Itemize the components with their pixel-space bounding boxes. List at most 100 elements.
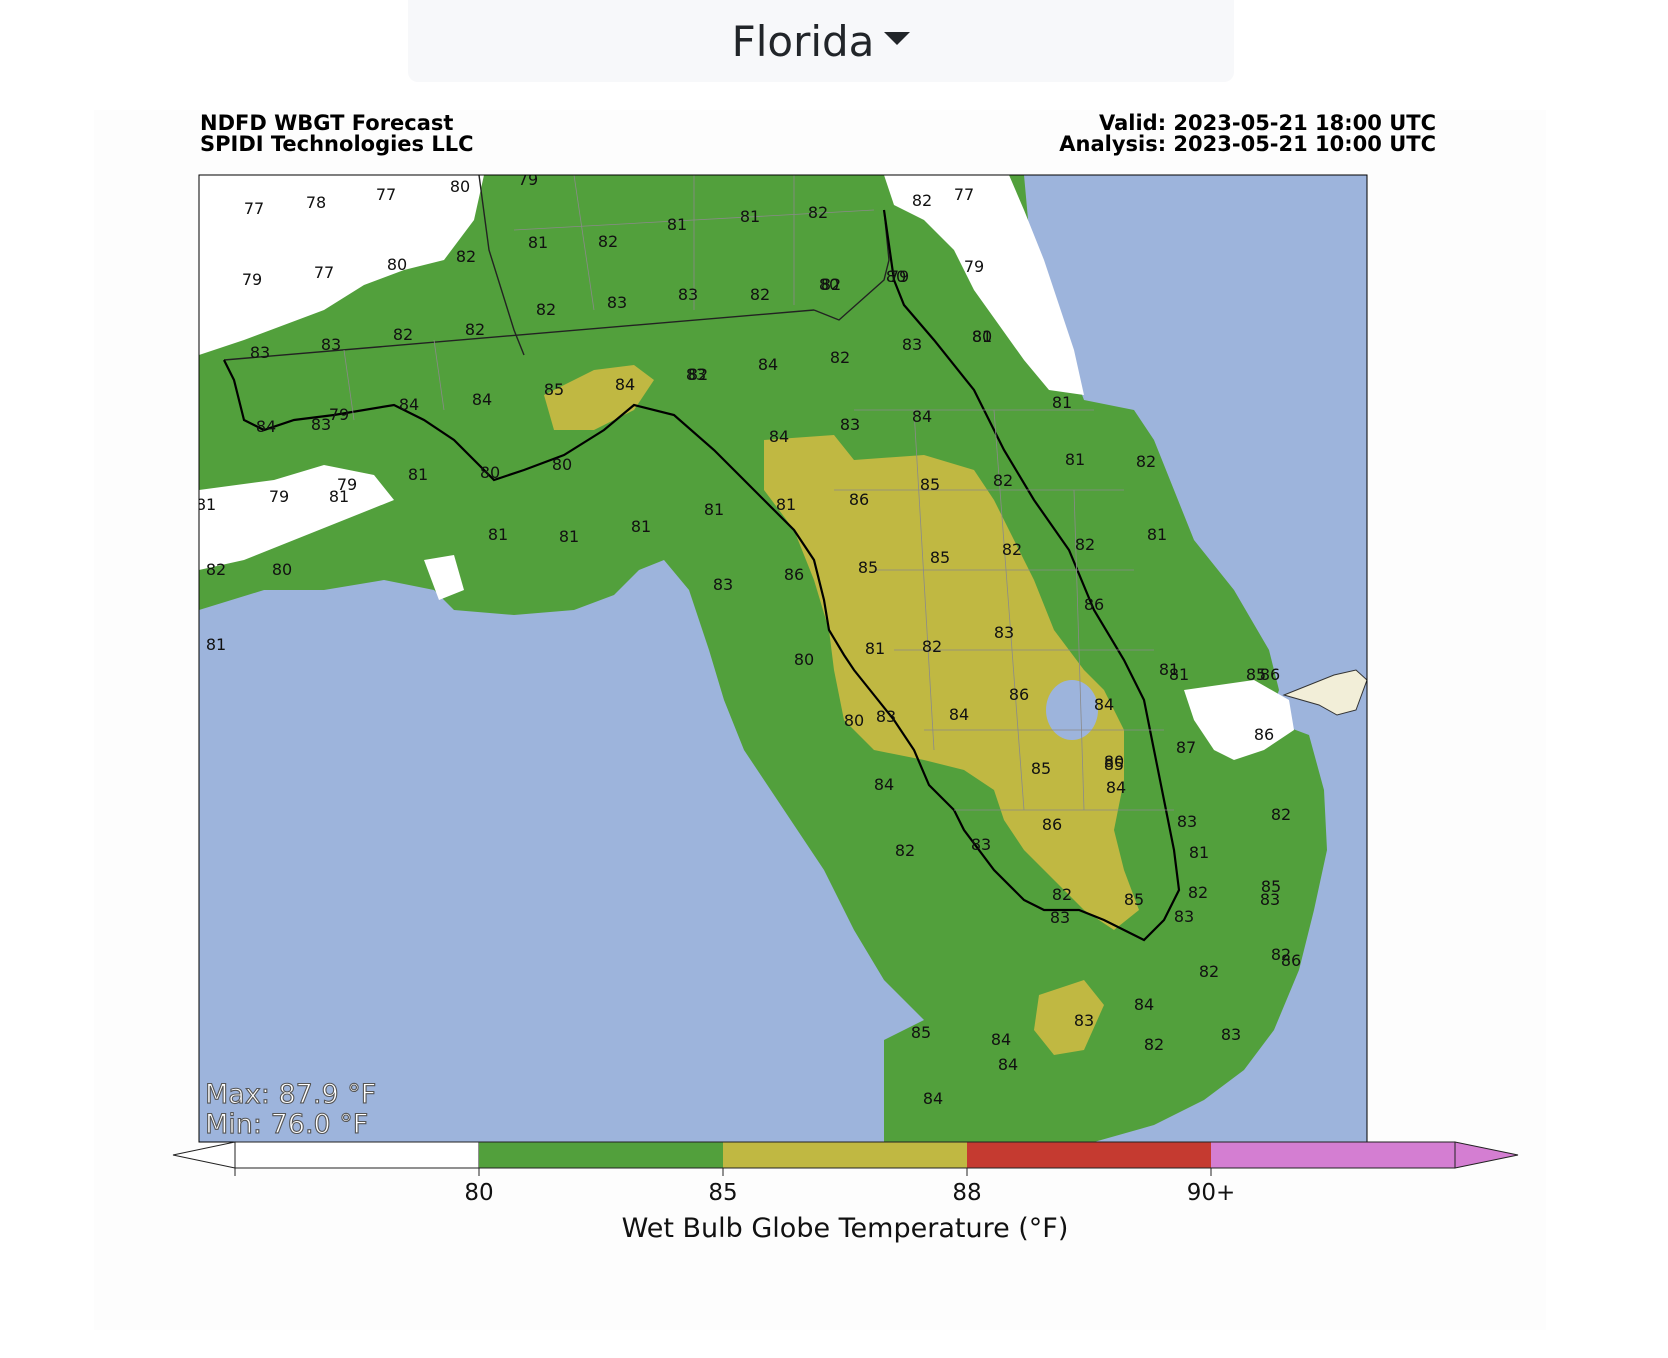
map-value-label: 85 — [1124, 890, 1144, 909]
map-value-label: 85 — [911, 1023, 931, 1042]
map-value-label: 83 — [311, 415, 331, 434]
map-value-label: 85 — [920, 475, 940, 494]
map-value-label: 82 — [912, 191, 932, 210]
map-value-label: 84 — [1094, 695, 1114, 714]
map-value-label: 86 — [1042, 815, 1062, 834]
colorbar: 80 85 88 90+ Wet Bulb Globe Temperature … — [172, 1141, 1519, 1244]
map-value-label: 80 — [819, 275, 839, 294]
map-value-label: 84 — [991, 1030, 1011, 1049]
colorbar-tick: 80 — [464, 1180, 493, 1206]
map-value-label: 86 — [849, 490, 869, 509]
map-value-label: 81 — [1159, 660, 1179, 679]
map-value-label: 82 — [750, 285, 770, 304]
yellow-patch-south — [1034, 980, 1104, 1055]
map-value-label: 84 — [1106, 778, 1126, 797]
map-value-label: 86 — [1260, 665, 1280, 684]
map-value-label: 79 — [964, 257, 984, 276]
map-value-label: 85 — [1031, 759, 1051, 778]
map-value-label: 81 — [667, 215, 687, 234]
colorbar-extend-high — [1454, 1141, 1519, 1169]
stat-max: Max: 87.9 °F — [205, 1079, 376, 1110]
map-value-label: 81 — [631, 517, 651, 536]
map-value-label: 82 — [1075, 535, 1095, 554]
map-value-label: 79 — [329, 405, 349, 424]
map-value-label: 86 — [784, 565, 804, 584]
state-border-ga-al — [478, 175, 525, 356]
map-value-label: 82 — [1052, 885, 1072, 904]
map-value-label: 83 — [321, 335, 341, 354]
region-selector[interactable]: Florida — [408, 0, 1234, 82]
state-border-ga-fl — [813, 209, 890, 321]
map-value-label: 82 — [1188, 883, 1208, 902]
map-value-label: 81 — [488, 525, 508, 544]
map-value-label: 84 — [256, 417, 276, 436]
map-value-label: 82 — [1199, 962, 1219, 981]
map-value-label: 81 — [196, 495, 216, 514]
colorbar-label: Wet Bulb Globe Temperature (°F) — [622, 1213, 1069, 1244]
map-value-label: 81 — [776, 495, 796, 514]
map-value-label: 83 — [1074, 1011, 1094, 1030]
map-value-label: 77 — [244, 199, 264, 218]
white-zone-east — [1184, 680, 1294, 760]
map-value-label: 80 — [1104, 752, 1124, 771]
map-value-label: 83 — [686, 365, 706, 384]
white-zone-west — [424, 555, 464, 600]
map-value-label: 81 — [528, 233, 548, 252]
map-value-label: 81 — [865, 639, 885, 658]
map-value-label: 86 — [1009, 685, 1029, 704]
map-value-label: 84 — [615, 375, 635, 394]
map-value-label: 83 — [1260, 890, 1280, 909]
map-value-label: 80 — [886, 267, 906, 286]
map-value-label: 86 — [1084, 595, 1104, 614]
map-value-label: 82 — [1136, 452, 1156, 471]
colorbar-tick: 90+ — [1187, 1180, 1236, 1206]
map-value-label: 81 — [704, 500, 724, 519]
map-value-label: 84 — [769, 427, 789, 446]
map-value-label: 85 — [858, 558, 878, 577]
map-value-label: 81 — [740, 207, 760, 226]
map-value-label: 82 — [536, 300, 556, 319]
colorbar-below-80 — [234, 1141, 480, 1169]
map-value-label: 80 — [480, 463, 500, 482]
map-value-label: 82 — [895, 841, 915, 860]
map-value-label: 81 — [972, 327, 992, 346]
map-value-label: 84 — [472, 390, 492, 409]
colorbar-tick: 85 — [708, 1180, 737, 1206]
map-value-label: 82 — [1271, 945, 1291, 964]
figure-subtitle: SPIDI Technologies LLC — [200, 132, 474, 156]
map-value-label: 80 — [552, 455, 572, 474]
map-value-label: 84 — [874, 775, 894, 794]
map-value-label: 82 — [922, 637, 942, 656]
map-value-label: 84 — [1134, 995, 1154, 1014]
map-value-label: 83 — [902, 335, 922, 354]
map-value-label: 81 — [206, 635, 226, 654]
colorbar-tick: 88 — [952, 1180, 981, 1206]
white-zone-northwest — [199, 175, 484, 355]
white-zone-northeast — [884, 175, 1084, 395]
map-value-label: 87 — [1176, 738, 1196, 757]
map-value-label: 82 — [393, 325, 413, 344]
bahamas-island — [1282, 669, 1367, 716]
coastline — [223, 209, 1181, 942]
map-value-label: 83 — [713, 575, 733, 594]
county-lines — [343, 175, 1174, 811]
map-value-label: 85 — [1104, 755, 1124, 774]
map-value-label: 77 — [954, 185, 974, 204]
map-value-label: 84 — [998, 1055, 1018, 1074]
map-value-label: 79 — [269, 487, 289, 506]
map-value-label: 85 — [1261, 877, 1281, 896]
map-value-label: 84 — [949, 705, 969, 724]
colorbar-90-plus — [1211, 1142, 1455, 1168]
map-value-label: 84 — [399, 395, 419, 414]
map-value-label: 83 — [1174, 907, 1194, 926]
valid-time: Valid: 2023-05-21 18:00 UTC — [1099, 111, 1436, 135]
map-value-label: 77 — [376, 185, 396, 204]
map-value-label: 81 — [329, 487, 349, 506]
map-value-label: 79 — [242, 270, 262, 289]
map-value-label: 80 — [272, 560, 292, 579]
analysis-time: Analysis: 2023-05-21 10:00 UTC — [1059, 132, 1436, 156]
map-value-label: 82 — [993, 471, 1013, 490]
map-value-label: 82 — [821, 275, 841, 294]
